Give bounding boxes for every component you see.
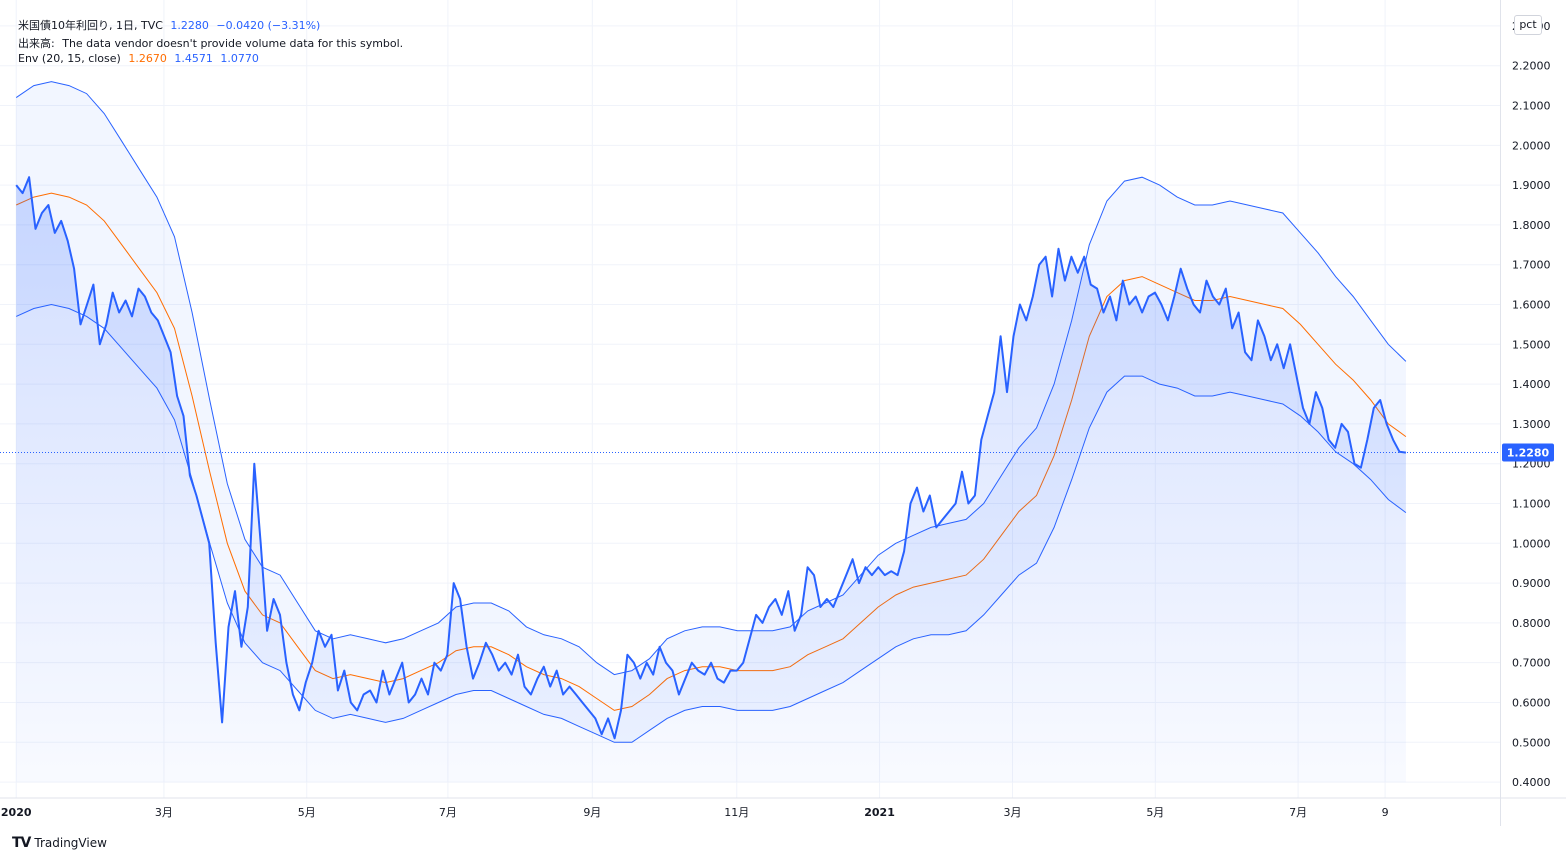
- price-series: [15, 176, 1407, 783]
- legend-envelope-lower: 1.0770: [220, 52, 259, 65]
- time-axis-tick-label: 2021: [864, 806, 895, 819]
- price-area-fill: [16, 177, 1406, 783]
- price-axis-tick-label: 1.8000: [1512, 219, 1551, 232]
- legend-envelope-basis: 1.2670: [128, 52, 167, 65]
- price-axis-tick-label: 1.9000: [1512, 179, 1551, 192]
- time-axis-tick-label: 9: [1382, 806, 1389, 819]
- price-axis-tick-label: 1.5000: [1512, 338, 1551, 351]
- price-axis-tick-label: 1.0000: [1512, 537, 1551, 550]
- price-line: [15, 176, 1407, 740]
- tradingview-branding[interactable]: 𝗧𝗩 TradingView: [12, 835, 107, 851]
- legend-envelope-upper: 1.4571: [174, 52, 213, 65]
- last-price-badge-text: 1.2280: [1507, 447, 1550, 460]
- time-axis-tick-label: 7月: [439, 806, 457, 819]
- price-axis-tick-label: 1.1000: [1512, 497, 1551, 510]
- price-axis-tick-label: 2.1000: [1512, 100, 1551, 113]
- time-axis[interactable]: 2020 3月 5月 7月 9月 11月 2021 3月 5月 7月 9: [1, 806, 1389, 819]
- price-axis-tick-label: 1.4000: [1512, 378, 1551, 391]
- legend-symbol[interactable]: 米国債10年利回り, 1日, TVC: [18, 19, 163, 32]
- percent-scale-button[interactable]: pct: [1514, 15, 1542, 35]
- time-axis-tick-label: 5月: [298, 806, 316, 819]
- pane-border-right: [1500, 0, 1501, 826]
- time-axis-tick-label: 11月: [724, 806, 749, 819]
- legend-last-value: 1.2280: [170, 19, 209, 32]
- time-axis-tick-label: 2020: [1, 806, 32, 819]
- envelope-upper-line: [15, 81, 1407, 676]
- tradingview-wordmark: TradingView: [34, 836, 107, 850]
- price-axis-tick-label: 1.7000: [1512, 259, 1551, 272]
- legend-change: −0.0420 (−3.31%): [216, 19, 321, 32]
- time-axis-tick-label: 9月: [583, 806, 601, 819]
- price-axis-tick-label: 1.6000: [1512, 299, 1551, 312]
- price-axis-tick-label: 2.2000: [1512, 60, 1551, 73]
- legend-volume-row[interactable]: 出来高: The data vendor doesn't provide vol…: [18, 35, 407, 51]
- price-axis-tick-label: 2.0000: [1512, 139, 1551, 152]
- price-axis-tick-label: 0.9000: [1512, 577, 1551, 590]
- legend-volume-label: 出来高:: [18, 37, 55, 50]
- time-axis-tick-label: 7月: [1289, 806, 1307, 819]
- price-axis-tick-label: 0.7000: [1512, 657, 1551, 670]
- time-axis-tick-label: 3月: [155, 806, 173, 819]
- legend-symbol-row[interactable]: 米国債10年利回り, 1日, TVC 1.2280 −0.0420 (−3.31…: [18, 17, 324, 33]
- last-price-line: 1.2280: [0, 443, 1554, 462]
- price-axis-tick-label: 0.4000: [1512, 776, 1551, 789]
- legend-volume-text: The data vendor doesn't provide volume d…: [62, 37, 404, 50]
- legend-envelope-label[interactable]: Env (20, 15, close): [18, 52, 121, 65]
- legend-envelope-row[interactable]: Env (20, 15, close) 1.2670 1.4571 1.0770: [18, 52, 263, 65]
- price-axis[interactable]: 0.4000 0.5000 0.6000 0.7000 0.8000 0.9000 1.00…: [1512, 20, 1551, 789]
- price-axis-tick-label: 0.8000: [1512, 617, 1551, 630]
- price-axis-tick-label: 1.3000: [1512, 418, 1551, 431]
- last-price-badge: [1502, 443, 1554, 462]
- price-axis-tick-label: 0.5000: [1512, 736, 1551, 749]
- tradingview-logo-icon: 𝗧𝗩: [12, 835, 31, 851]
- time-axis-tick-label: 5月: [1146, 806, 1164, 819]
- time-axis-tick-label: 3月: [1004, 806, 1022, 819]
- price-axis-tick-label: 0.6000: [1512, 696, 1551, 709]
